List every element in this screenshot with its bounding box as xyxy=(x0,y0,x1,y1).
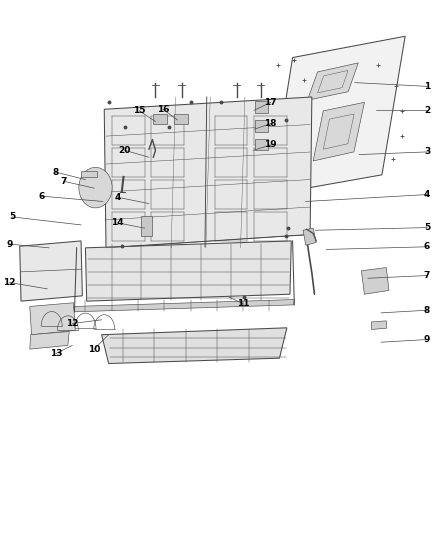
Text: 5: 5 xyxy=(424,223,430,232)
Text: 12: 12 xyxy=(66,319,78,328)
Polygon shape xyxy=(20,241,82,301)
Polygon shape xyxy=(141,216,152,236)
Polygon shape xyxy=(30,332,69,349)
Text: 8: 8 xyxy=(53,168,59,176)
Text: 8: 8 xyxy=(424,306,430,314)
Text: 14: 14 xyxy=(111,219,124,227)
Polygon shape xyxy=(271,36,405,195)
Text: 1: 1 xyxy=(424,82,430,91)
Polygon shape xyxy=(255,139,268,150)
Text: 13: 13 xyxy=(50,349,62,358)
Polygon shape xyxy=(255,101,268,113)
Text: 4: 4 xyxy=(114,193,120,201)
Text: 7: 7 xyxy=(60,177,67,185)
Polygon shape xyxy=(313,102,364,161)
Text: 10: 10 xyxy=(88,345,100,353)
Text: 6: 6 xyxy=(424,243,430,251)
Polygon shape xyxy=(85,241,291,301)
Polygon shape xyxy=(255,120,268,132)
Text: 15: 15 xyxy=(133,107,145,115)
Text: 20: 20 xyxy=(119,146,131,155)
Text: 11: 11 xyxy=(237,300,249,308)
Text: 12: 12 xyxy=(4,278,16,287)
Polygon shape xyxy=(30,303,75,335)
Polygon shape xyxy=(174,114,188,124)
Circle shape xyxy=(79,167,112,208)
Text: 9: 9 xyxy=(7,240,13,248)
Polygon shape xyxy=(81,171,97,177)
Polygon shape xyxy=(102,328,287,364)
Polygon shape xyxy=(74,300,294,312)
Text: 17: 17 xyxy=(265,98,277,107)
Text: 16: 16 xyxy=(157,105,169,114)
Text: 7: 7 xyxy=(424,271,430,280)
Text: 2: 2 xyxy=(424,106,430,115)
Text: 18: 18 xyxy=(265,119,277,128)
Text: 19: 19 xyxy=(265,141,277,149)
Polygon shape xyxy=(307,63,358,100)
Text: 9: 9 xyxy=(424,335,430,344)
Text: 3: 3 xyxy=(424,148,430,156)
Polygon shape xyxy=(371,321,386,329)
Polygon shape xyxy=(303,228,316,245)
Text: 5: 5 xyxy=(9,213,15,221)
Polygon shape xyxy=(361,268,389,294)
Text: 4: 4 xyxy=(424,190,430,199)
Polygon shape xyxy=(104,97,312,248)
Text: 6: 6 xyxy=(39,192,45,200)
Polygon shape xyxy=(153,114,167,124)
